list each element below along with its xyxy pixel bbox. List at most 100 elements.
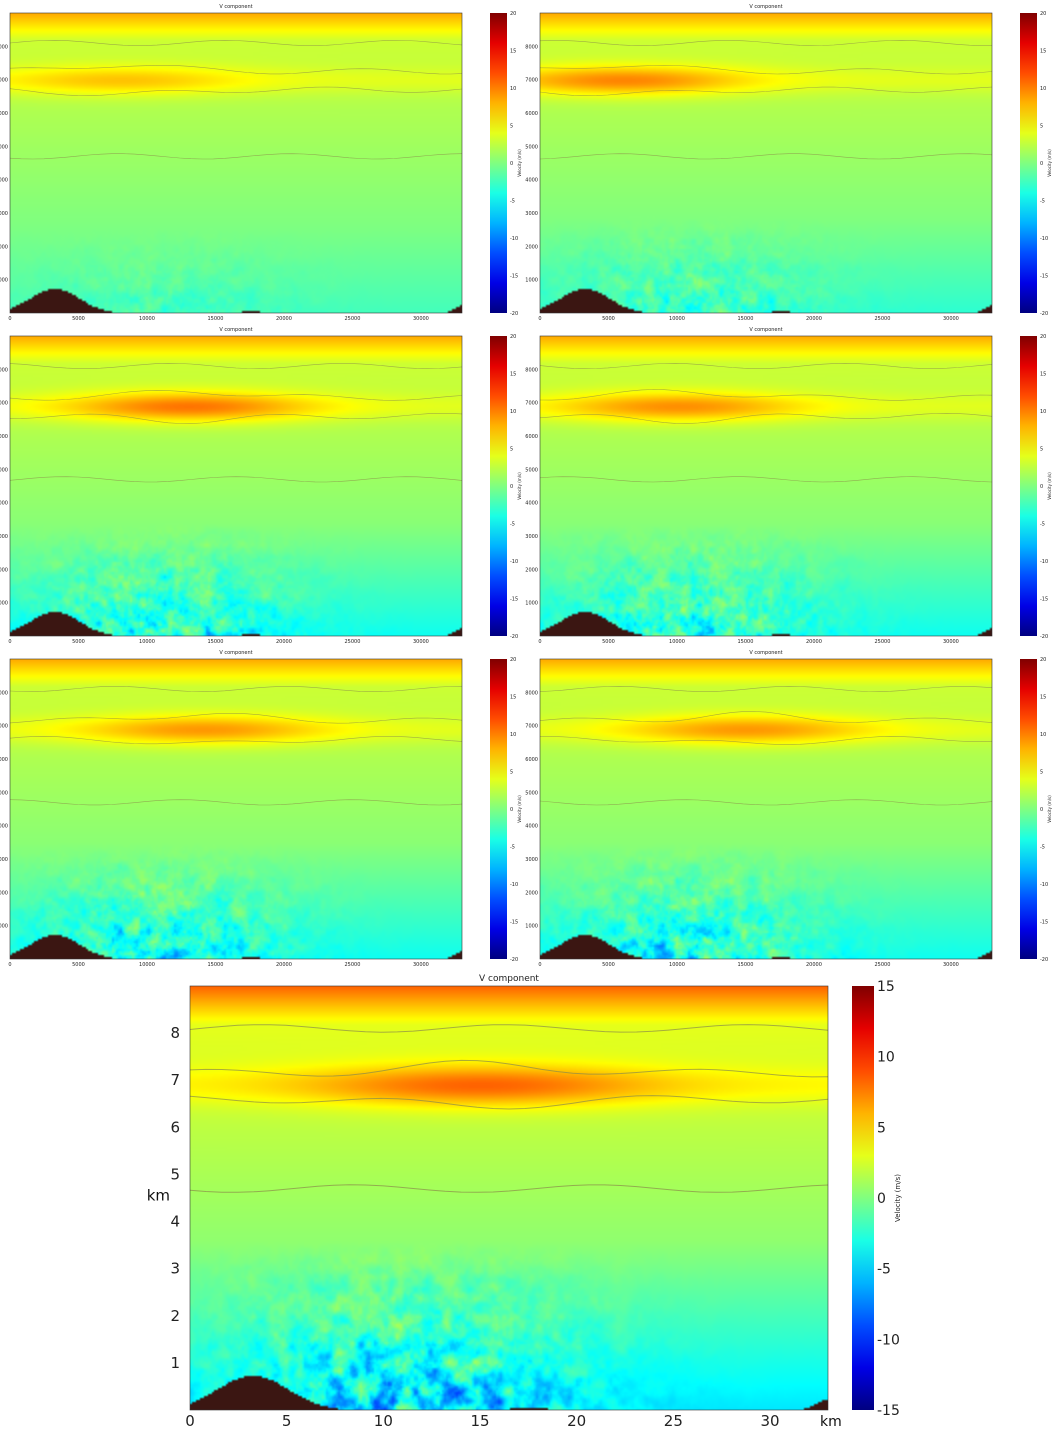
colorbar-tick-label: -20 xyxy=(1040,957,1048,963)
colorbar-tick-label: 20 xyxy=(1040,11,1046,17)
colorbar-tick-label: 5 xyxy=(1040,770,1043,776)
x-tick-label: 5000 xyxy=(72,316,85,322)
colorbar-label: Velocity (m/s) xyxy=(1047,472,1052,500)
colorbar-tick-label: -5 xyxy=(877,1262,891,1278)
x-tick-label: 20000 xyxy=(806,639,822,645)
colorbar-tick-label: -20 xyxy=(510,311,518,317)
contour-line xyxy=(539,65,993,75)
y-tick-label: 2000 xyxy=(525,244,538,250)
chart-axes: 0 5 10 15 20 25 30 1 2 3 4 5 6 7 8 km km 15 10 5 0 -5 -10 -15 Ve… xyxy=(147,979,902,1430)
x-tick-label: 5000 xyxy=(72,639,85,645)
x-tick-label: 25000 xyxy=(344,316,360,322)
x-tick-label: 20000 xyxy=(806,962,822,968)
colorbar-tick-label: -20 xyxy=(510,634,518,640)
colorbar-tick-label: 15 xyxy=(1040,695,1046,701)
plot-frame xyxy=(189,985,829,1411)
colorbar-tick-label: -10 xyxy=(1040,236,1048,242)
x-tick-label: 15000 xyxy=(738,962,754,968)
colorbar-tick-label: 20 xyxy=(1040,334,1046,340)
y-tick-label: 3000 xyxy=(0,211,8,217)
y-tick-label: 2000 xyxy=(0,890,8,896)
colorbar-tick-label: -10 xyxy=(877,1332,900,1348)
x-tick-label: 0 xyxy=(185,1412,195,1430)
x-tick-label: 30000 xyxy=(413,316,429,322)
contour-line xyxy=(539,412,993,424)
contour-line xyxy=(540,736,993,745)
contour-line xyxy=(539,799,993,806)
colorbar-tick-label: 20 xyxy=(510,334,516,340)
colorbar-tick-label: 15 xyxy=(1040,49,1046,55)
colorbar-tick-label: 0 xyxy=(877,1191,886,1207)
y-tick-label: 6000 xyxy=(525,757,538,763)
contour-line xyxy=(9,153,463,160)
y-tick-label: 2000 xyxy=(0,567,8,573)
contour-line xyxy=(189,1095,829,1110)
chart-panel-main: V component 0 5 10 15 20 25 30 1 2 3 4 5 6 7 8 km km 15 10 5… xyxy=(0,970,1052,1432)
plot-frame xyxy=(9,335,463,637)
x-tick-label: 25000 xyxy=(874,639,890,645)
colorbar-tick-label: 10 xyxy=(510,409,516,415)
colorbar-tick-label: 5 xyxy=(510,447,513,453)
colorbar-label: Velocity (m/s) xyxy=(1047,149,1052,177)
colorbar-tick-label: 0 xyxy=(1040,161,1043,167)
y-tick-label: 5000 xyxy=(0,144,8,150)
x-tick-label: 20000 xyxy=(276,316,292,322)
colorbar-tick-label: -10 xyxy=(1040,882,1048,888)
contour-line xyxy=(539,711,993,723)
chart-panel-4: V component 0 5000 10000 15000 20000 25000 3000… xyxy=(525,323,1052,648)
y-tick-label: 4 xyxy=(170,1213,180,1231)
contour-line xyxy=(9,736,463,745)
x-tick-label: 10000 xyxy=(669,316,685,322)
contour-line xyxy=(9,86,463,97)
contour-line xyxy=(189,1059,829,1078)
colorbar-label: Velocity (m/s) xyxy=(517,795,522,823)
x-tick-label: 15000 xyxy=(208,962,224,968)
colorbar xyxy=(1020,13,1037,313)
y-tick-label: 8000 xyxy=(525,690,538,696)
y-tick-label: 1 xyxy=(170,1354,180,1372)
y-tick-label: 8000 xyxy=(525,367,538,373)
chart-title: V component xyxy=(219,650,253,656)
chart-panel-3: V component 0 5000 10000 15000 20000 25000 3000… xyxy=(0,323,526,648)
x-tick-label: 15000 xyxy=(738,639,754,645)
colorbar-tick-label: -10 xyxy=(510,882,518,888)
y-tick-label: 8 xyxy=(170,1024,180,1042)
chart-title: V component xyxy=(479,974,539,984)
colorbar-tick-label: -15 xyxy=(1040,920,1048,926)
colorbar-tick-label: -15 xyxy=(877,1403,900,1419)
x-tick-label: 25000 xyxy=(874,962,890,968)
y-tick-label: 5000 xyxy=(0,790,8,796)
x-tick-label: 15000 xyxy=(208,316,224,322)
x-tick-label: 25000 xyxy=(344,639,360,645)
y-tick-label: 6000 xyxy=(0,434,8,440)
y-tick-label: 4000 xyxy=(0,178,8,184)
x-tick-label: 10000 xyxy=(139,316,155,322)
y-tick-label: 1000 xyxy=(0,601,8,607)
x-tick-label: 15000 xyxy=(738,316,754,322)
y-tick-label: 5 xyxy=(170,1165,180,1183)
x-tick-label: 30000 xyxy=(943,316,959,322)
plot-frame xyxy=(9,12,463,314)
x-tick-label: 20000 xyxy=(806,316,822,322)
y-tick-label: 7000 xyxy=(0,401,8,407)
colorbar-tick-label: -20 xyxy=(510,957,518,963)
colorbar-tick-label: 15 xyxy=(510,49,516,55)
colorbar xyxy=(490,336,507,636)
colorbar-tick-label: 10 xyxy=(877,1050,895,1066)
chart-panel-6: V component 0 5000 10000 15000 20000 25000 3000… xyxy=(525,646,1052,971)
y-tick-label: 1000 xyxy=(525,924,538,930)
x-tick-label: 30000 xyxy=(413,639,429,645)
x-tick-label: 0 xyxy=(538,316,541,322)
colorbar-tick-label: -10 xyxy=(510,559,518,565)
colorbar-label: Velocity (m/s) xyxy=(1047,795,1052,823)
heatmap-field xyxy=(10,13,462,313)
contour-line xyxy=(9,686,463,693)
colorbar xyxy=(1020,659,1037,959)
colorbar xyxy=(490,13,507,313)
x-tick-label: 0 xyxy=(538,639,541,645)
contour-line xyxy=(9,362,463,370)
y-tick-label: 1000 xyxy=(0,924,8,930)
y-tick-label: 3000 xyxy=(0,857,8,863)
